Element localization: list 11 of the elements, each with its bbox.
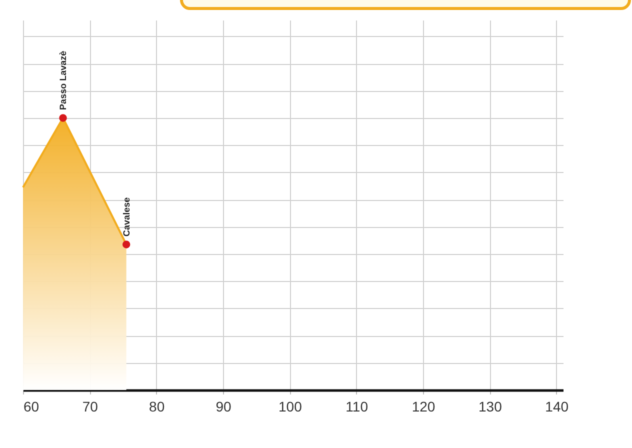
x-tick-label: 60: [24, 398, 40, 414]
x-tick-label: 80: [149, 398, 165, 414]
x-tick-label: 110: [346, 398, 368, 414]
x-tick-label: 100: [278, 398, 302, 414]
annotation: Passo Lavazè: [58, 50, 68, 110]
annotation: Cavalese: [121, 197, 132, 236]
x-tick-label: 140: [545, 398, 569, 414]
x-tick-label: 70: [82, 398, 98, 414]
x-tick-label: 130: [478, 398, 502, 414]
x-tick-label: 120: [412, 398, 436, 414]
x-tick-label: 90: [216, 398, 232, 414]
